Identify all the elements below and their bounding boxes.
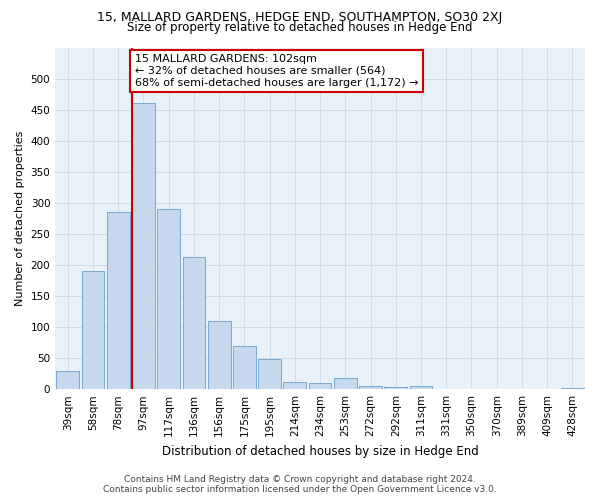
Bar: [107, 212, 130, 389]
Text: 15, MALLARD GARDENS, HEDGE END, SOUTHAMPTON, SO30 2XJ: 15, MALLARD GARDENS, HEDGE END, SOUTHAMP…: [97, 11, 503, 24]
Bar: [233, 346, 256, 389]
Bar: [309, 383, 331, 389]
Bar: [283, 382, 306, 389]
Y-axis label: Number of detached properties: Number of detached properties: [15, 130, 25, 306]
Text: Size of property relative to detached houses in Hedge End: Size of property relative to detached ho…: [127, 21, 473, 34]
X-axis label: Distribution of detached houses by size in Hedge End: Distribution of detached houses by size …: [162, 444, 478, 458]
Bar: [385, 388, 407, 389]
Bar: [56, 370, 79, 389]
Bar: [208, 321, 230, 389]
Bar: [132, 104, 155, 389]
Bar: [182, 258, 205, 389]
Bar: [157, 209, 180, 389]
Bar: [359, 386, 382, 389]
Bar: [410, 386, 433, 389]
Bar: [258, 360, 281, 389]
Bar: [561, 388, 584, 389]
Text: 15 MALLARD GARDENS: 102sqm
← 32% of detached houses are smaller (564)
68% of sem: 15 MALLARD GARDENS: 102sqm ← 32% of deta…: [134, 54, 418, 88]
Bar: [334, 378, 356, 389]
Bar: [82, 271, 104, 389]
Text: Contains HM Land Registry data © Crown copyright and database right 2024.
Contai: Contains HM Land Registry data © Crown c…: [103, 474, 497, 494]
